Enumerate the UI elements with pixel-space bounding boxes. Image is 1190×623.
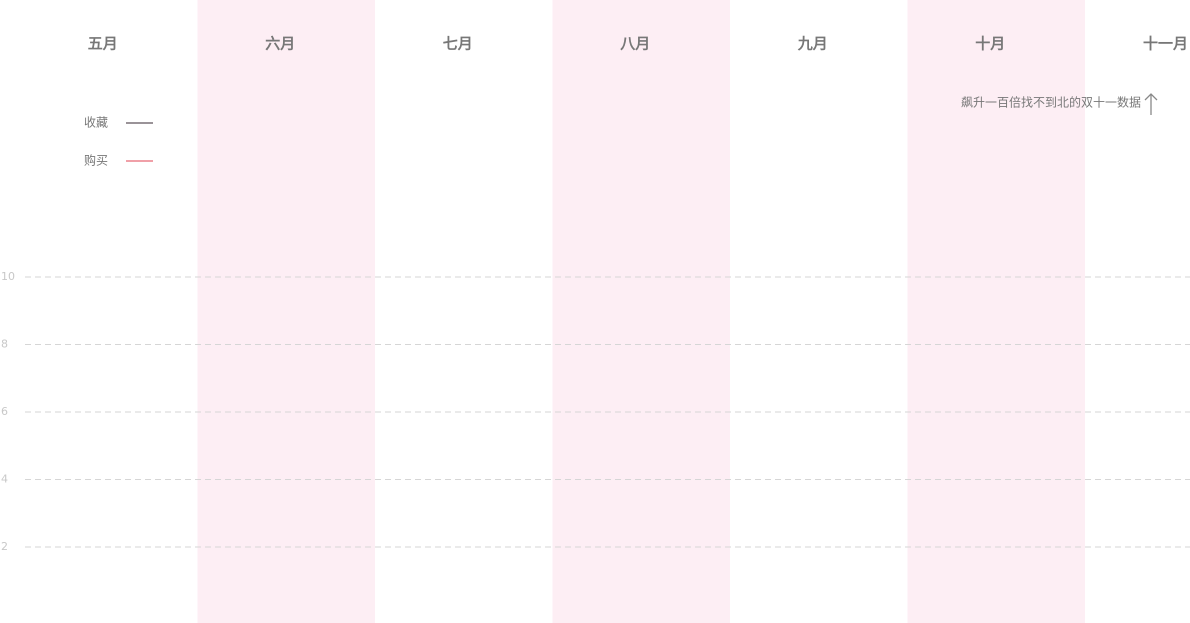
column-band [907, 0, 1085, 623]
annotation: 飙升一百倍找不到北的双十一数据 [961, 95, 1141, 110]
x-tick-label: 九月 [797, 35, 828, 53]
y-tick-label: 2 [1, 540, 8, 553]
annotation-arrow [1144, 93, 1158, 115]
legend-label: 购买 [84, 153, 108, 168]
y-tick-label: 10 [1, 270, 15, 283]
x-tick-label: 八月 [619, 35, 650, 53]
y-tick-label: 8 [1, 338, 8, 351]
column-band [197, 0, 375, 623]
y-tick-label: 6 [1, 405, 8, 418]
y-tick-label: 4 [1, 473, 8, 486]
x-tick-label: 六月 [265, 35, 295, 53]
x-tick-label: 五月 [88, 35, 118, 53]
column-band [552, 0, 730, 623]
x-tick-label: 十一月 [1143, 35, 1188, 53]
x-tick-label: 七月 [443, 35, 473, 53]
legend-label: 收藏 [84, 116, 108, 130]
x-tick-label: 十月 [975, 35, 1005, 53]
